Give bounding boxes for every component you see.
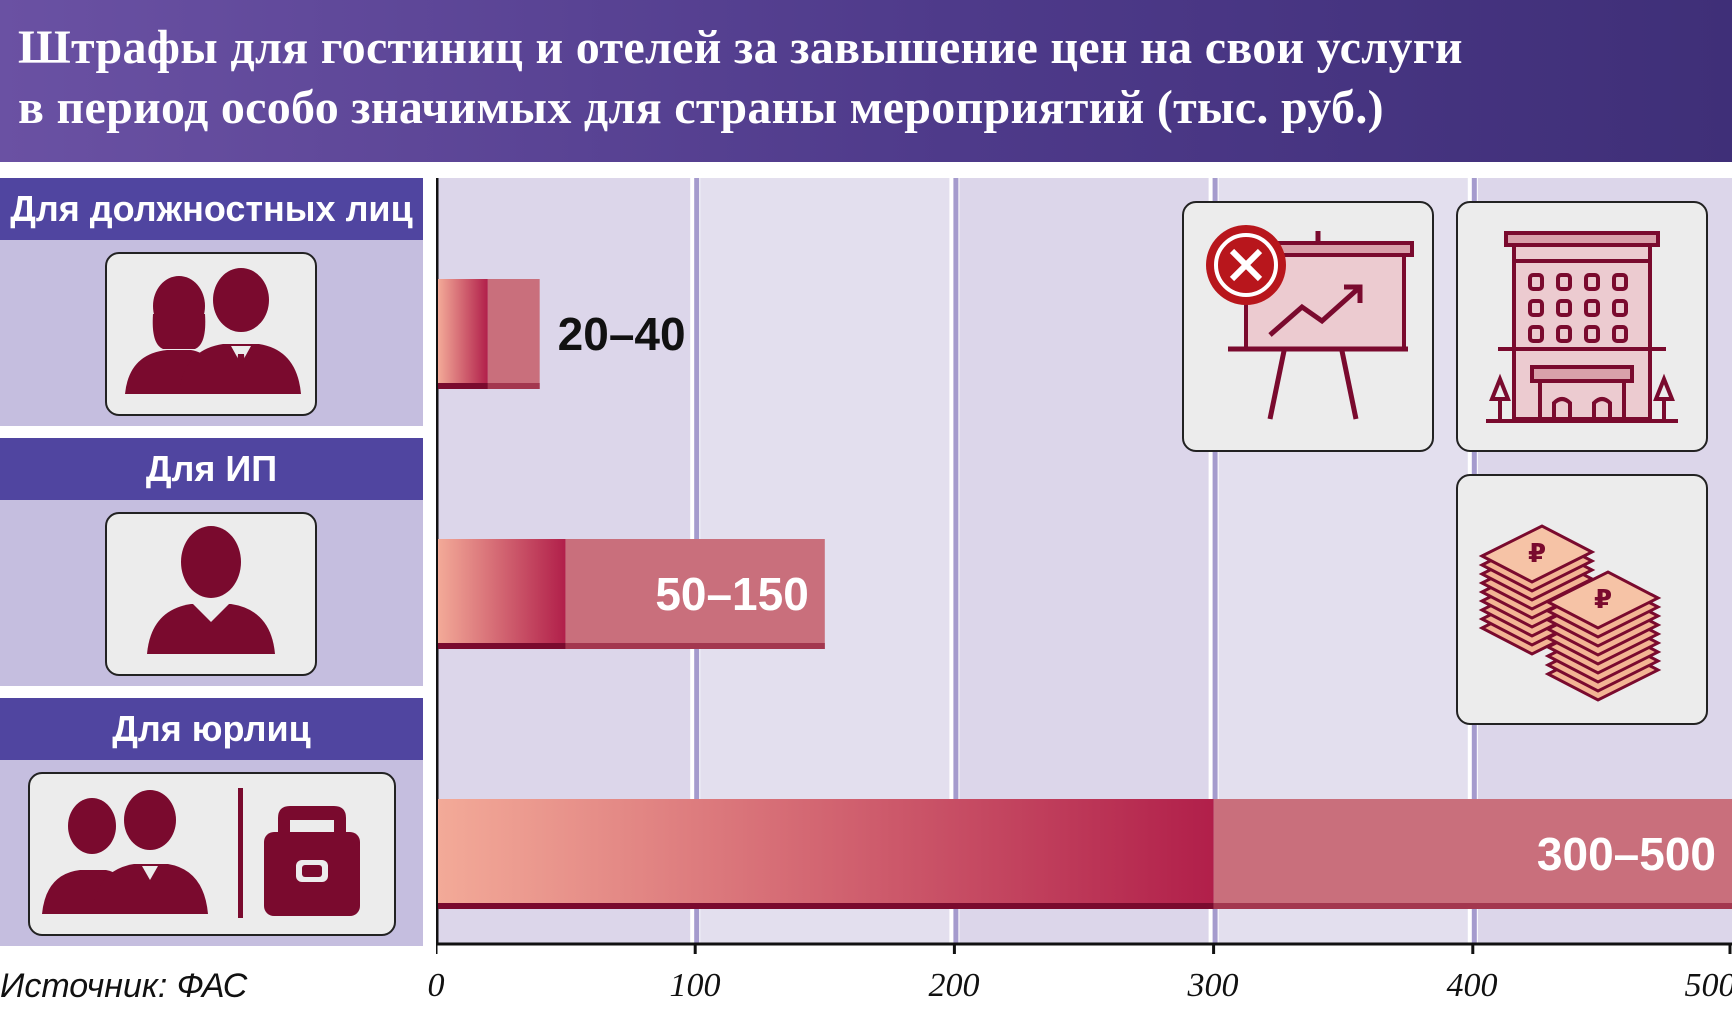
ruble-money-stacks-icon: ₽ ₽ [1456,474,1708,725]
category-ip: Для ИП [0,438,423,686]
bar-min-segment [438,539,566,649]
category-panel: Для должностных лиц Для ИП [0,178,423,946]
bar-base-line [438,903,1214,909]
bar-range-segment [565,539,825,649]
category-officials: Для должностных лиц [0,178,423,426]
x-tick-label: 200 [928,967,980,1004]
person-icon [105,512,317,676]
chart-title-line-1: Штрафы для гостиниц и отелей за завышени… [18,21,1463,74]
x-tick-label: 500 [1684,967,1732,1004]
header-banner: Штрафы для гостиниц и отелей за завышени… [0,0,1732,162]
gridline [953,178,959,944]
x-tick-label: 300 [1187,967,1239,1004]
bar-range-segment [1213,799,1732,909]
category-label: Для должностных лиц [0,178,423,240]
hotel-building-icon [1456,201,1708,452]
people-briefcase-icon [28,772,396,936]
svg-text:₽: ₽ [1528,539,1546,569]
bar-range-label: 20–40 [557,308,686,360]
bar-base-line [487,383,540,389]
presentation-cancel-icon [1182,201,1434,452]
source-note: Источник: ФАС [0,967,248,1005]
bar-min-segment [438,279,488,389]
bar-min-segment [438,799,1214,909]
svg-text:₽: ₽ [1594,585,1612,615]
chart-title-line-2: в период особо значимых для страны мероп… [18,81,1384,134]
man-woman-icon [105,252,317,416]
category-label: Для юрлиц [0,698,423,760]
bar-base-line [1213,903,1732,909]
gridline [1212,178,1218,944]
x-tick-label: 400 [1446,967,1498,1004]
bar-range-label: 50–150 [655,568,809,620]
x-tick-label: 0 [427,967,445,1004]
category-legal-entities: Для юрлиц [0,698,423,946]
bar-range-segment [487,279,540,389]
bar-base-line [438,383,488,389]
bar-range-label: 300–500 [1536,828,1716,880]
x-tick-label: 100 [669,967,721,1004]
bar-base-line [565,643,825,649]
bar-base-line [438,643,566,649]
category-label: Для ИП [0,438,423,500]
